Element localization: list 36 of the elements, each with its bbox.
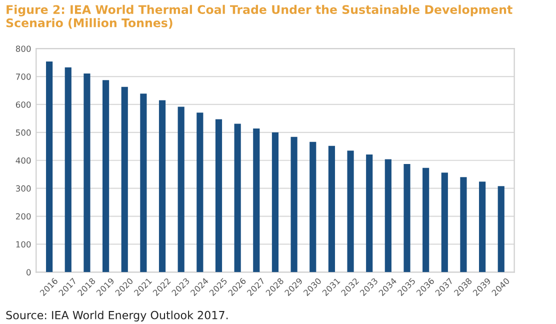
- bar: [290, 136, 298, 272]
- y-tick-label: 0: [26, 269, 31, 276]
- bar: [64, 67, 72, 272]
- bar: [84, 73, 90, 272]
- bar: [479, 182, 486, 272]
- y-tick-label: 500: [16, 129, 31, 136]
- bar: [158, 100, 166, 272]
- bar: [422, 168, 430, 272]
- bar: [215, 119, 222, 272]
- bar: [272, 132, 279, 272]
- bar: [328, 146, 335, 272]
- bar: [498, 186, 504, 272]
- bar: [140, 94, 147, 272]
- bar: [121, 86, 128, 272]
- bar: [310, 142, 316, 272]
- bar: [102, 80, 110, 272]
- source-note: Source: IEA World Energy Outlook 2017.: [6, 310, 228, 322]
- bar: [404, 164, 410, 272]
- bar: [46, 61, 53, 272]
- bar: [366, 154, 373, 272]
- bar: [253, 128, 260, 272]
- bar: [460, 177, 467, 272]
- chart-title: Figure 2: IEA World Thermal Coal Trade Under the Sustainable Development Scenario (Million Tonnes): [6, 4, 512, 29]
- bar: [441, 172, 448, 272]
- y-tick-label: 100: [16, 241, 31, 248]
- y-tick-label: 600: [16, 101, 31, 108]
- y-tick-label: 800: [16, 46, 31, 52]
- y-tick-label: 300: [16, 185, 31, 192]
- bar: [178, 106, 184, 272]
- bar: [196, 112, 204, 272]
- y-tick-label: 700: [16, 74, 31, 80]
- y-tick-label: 200: [16, 213, 31, 220]
- bar: [384, 159, 392, 272]
- bar: [234, 124, 241, 272]
- bar: [347, 150, 354, 272]
- y-tick-label: 400: [16, 157, 31, 164]
